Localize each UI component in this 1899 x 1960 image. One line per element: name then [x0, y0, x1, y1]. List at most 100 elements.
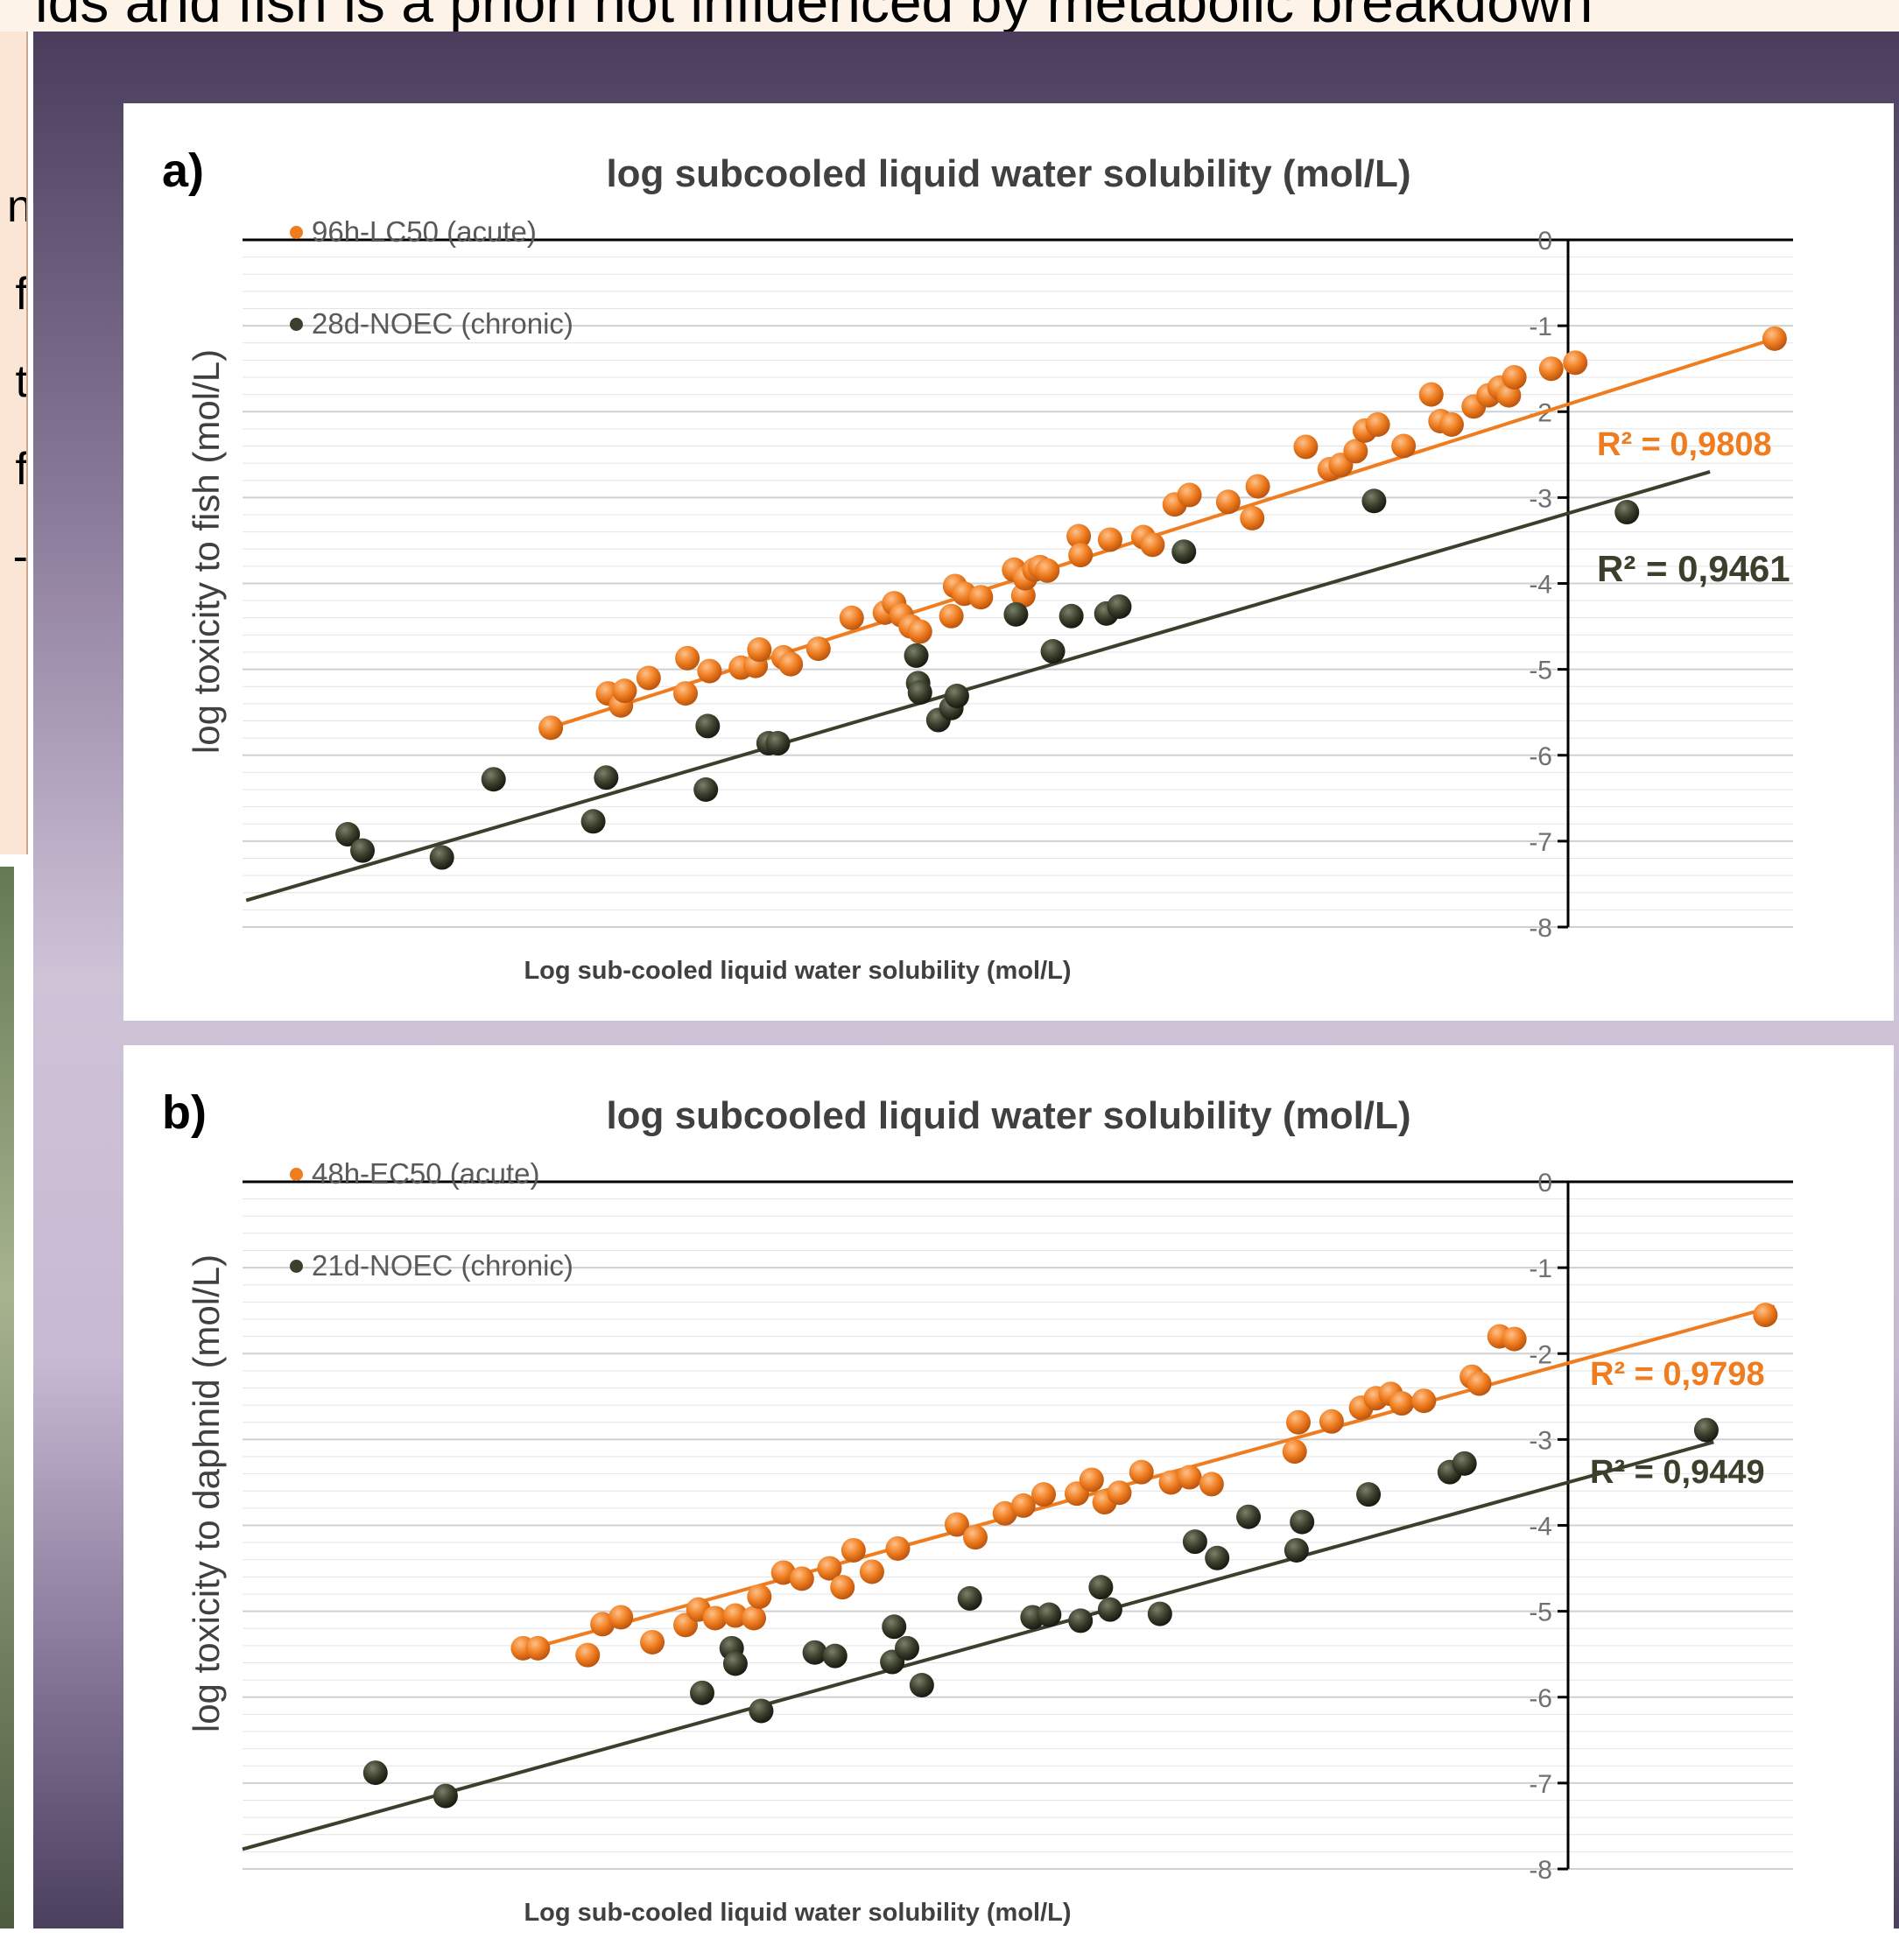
- acute-data-point: [1031, 1482, 1057, 1507]
- acute-data-point: [963, 1525, 988, 1550]
- acute-data-point: [1107, 1480, 1132, 1506]
- chronic-data-point: [1059, 603, 1084, 629]
- acute-data-point: [1285, 1409, 1311, 1435]
- chronic-data-point: [1182, 1529, 1207, 1555]
- chronic-data-point: [749, 1698, 774, 1724]
- chronic-data-point: [594, 765, 619, 790]
- chart-b-r2-acute: R² = 0,9798: [1590, 1356, 1765, 1393]
- y-tick-label: -3: [1529, 1426, 1552, 1455]
- left-note-fragment: t: [15, 356, 28, 407]
- panel-label-b: b): [162, 1086, 207, 1139]
- acute-data-point: [944, 1512, 969, 1537]
- page-header-text: ids and fish is a priori not influenced …: [35, 0, 1593, 32]
- acute-data-point: [747, 637, 772, 663]
- acute-data-point: [1177, 482, 1202, 508]
- left-note-fragments: nftf-: [7, 163, 28, 601]
- chronic-data-point: [822, 1643, 848, 1668]
- left-note-fragment: n: [7, 163, 26, 250]
- chronic-data-point: [1236, 1504, 1262, 1529]
- chart-a-y-axis-label: log toxicity to fish (mol/L): [186, 348, 227, 755]
- acute-data-point: [805, 636, 831, 662]
- legend-marker-chronic: [290, 1259, 303, 1273]
- left-note-fragment: f: [15, 444, 28, 495]
- chronic-data-point: [1088, 1575, 1114, 1600]
- chart-a-legend-acute: 96h-LC50 (acute): [290, 215, 537, 249]
- acute-data-point: [722, 1603, 748, 1628]
- chronic-data-point: [722, 1651, 748, 1676]
- acute-data-point: [747, 1584, 772, 1609]
- chart-b-title: log subcooled liquid water solubility (m…: [606, 1094, 1411, 1137]
- y-tick-label: -2: [1529, 1340, 1552, 1369]
- acute-data-point: [697, 658, 722, 684]
- chronic-data-point: [944, 684, 969, 709]
- acute-data-point: [575, 1642, 601, 1668]
- chronic-data-point: [1693, 1417, 1719, 1443]
- acute-data-point: [538, 715, 564, 741]
- acute-data-point: [702, 1605, 728, 1631]
- chronic-data-point: [1040, 639, 1066, 664]
- chronic-data-point: [904, 643, 929, 668]
- chronic-data-point: [695, 713, 721, 739]
- chronic-data-point: [580, 809, 606, 834]
- y-tick-label: 0: [1537, 1169, 1552, 1198]
- panel-label-a: a): [162, 144, 205, 197]
- chronic-data-point: [1290, 1509, 1315, 1535]
- acute-data-point: [778, 651, 804, 677]
- acute-data-point: [1753, 1303, 1778, 1328]
- acute-data-point: [1343, 439, 1368, 464]
- chronic-data-point: [1097, 1597, 1122, 1622]
- chronic-data-point: [362, 1760, 388, 1786]
- acute-data-point: [939, 603, 964, 629]
- chronic-data-point: [1037, 1602, 1062, 1627]
- chronic-data-point: [350, 838, 376, 863]
- chart-b-plot: 0 -1 -2 -3 -4 -5 -6 -7 -8: [242, 1169, 1793, 1885]
- chronic-data-point: [765, 731, 791, 756]
- acute-data-point: [1066, 523, 1092, 549]
- acute-data-point: [859, 1559, 884, 1584]
- legend-marker-chronic: [290, 317, 303, 331]
- acute-data-point: [612, 678, 637, 704]
- acute-data-point: [1199, 1472, 1224, 1497]
- left-note-fragment: f: [15, 269, 28, 320]
- acute-data-point: [1177, 1465, 1202, 1490]
- acute-data-point: [640, 1629, 665, 1654]
- acute-data-point: [1097, 527, 1122, 552]
- acute-data-point: [1319, 1409, 1344, 1434]
- chart-a-r2-acute: R² = 0,9808: [1597, 426, 1772, 463]
- acute-data-point: [968, 585, 994, 610]
- figure-frame: 0 -1 -2 -3 -4 -5 -6 -7 -8 a) log subcooled liqui…: [33, 32, 1899, 1960]
- y-tick-label: -3: [1529, 484, 1552, 513]
- legend-label-chronic: 28d-NOEC (chronic): [312, 307, 573, 340]
- chronic-data-point: [693, 777, 719, 802]
- y-tick-label: -4: [1529, 1513, 1552, 1542]
- chart-panel-a: 0-1-2-3-4-5-6-7-8 a) log subcooled liqui…: [123, 103, 1894, 1021]
- y-tick-label: -1: [1529, 313, 1552, 341]
- acute-data-point: [1502, 365, 1527, 390]
- y-tick-label: -7: [1529, 1770, 1552, 1799]
- legend-label-acute: 96h-LC50 (acute): [312, 215, 537, 248]
- y-tick-label: -8: [1529, 914, 1552, 943]
- chronic-data-point: [1356, 1482, 1382, 1507]
- acute-data-point: [1140, 532, 1165, 558]
- chronic-trendline: [242, 1440, 1714, 1851]
- left-note-panel: nftf-: [0, 32, 28, 854]
- y-tick-label: -8: [1529, 1856, 1552, 1885]
- acute-data-point: [1389, 1391, 1415, 1416]
- legend-label-chronic: 21d-NOEC (chronic): [312, 1249, 573, 1282]
- page-header-strip: ids and fish is a priori not influenced …: [0, 0, 1899, 32]
- chronic-data-point: [895, 1635, 919, 1661]
- y-tick-label: -6: [1529, 742, 1552, 771]
- chart-b-x-axis-label: Log sub-cooled liquid water solubility (…: [524, 1899, 1072, 1927]
- y-tick-label: 0: [1537, 227, 1552, 256]
- legend-marker-acute: [290, 1167, 303, 1181]
- chronic-data-point: [689, 1680, 714, 1705]
- acute-data-point: [1293, 434, 1319, 460]
- acute-data-point: [675, 645, 700, 671]
- chronic-data-point: [335, 822, 361, 847]
- chart-b-r2-chronic: R² = 0,9449: [1590, 1454, 1765, 1491]
- chart-b-y-axis-label: log toxicity to daphnid (mol/L): [186, 1254, 227, 1733]
- acute-data-point: [789, 1566, 814, 1591]
- acute-data-point: [830, 1575, 855, 1600]
- acute-data-point: [1035, 558, 1060, 583]
- acute-data-point: [840, 1537, 866, 1563]
